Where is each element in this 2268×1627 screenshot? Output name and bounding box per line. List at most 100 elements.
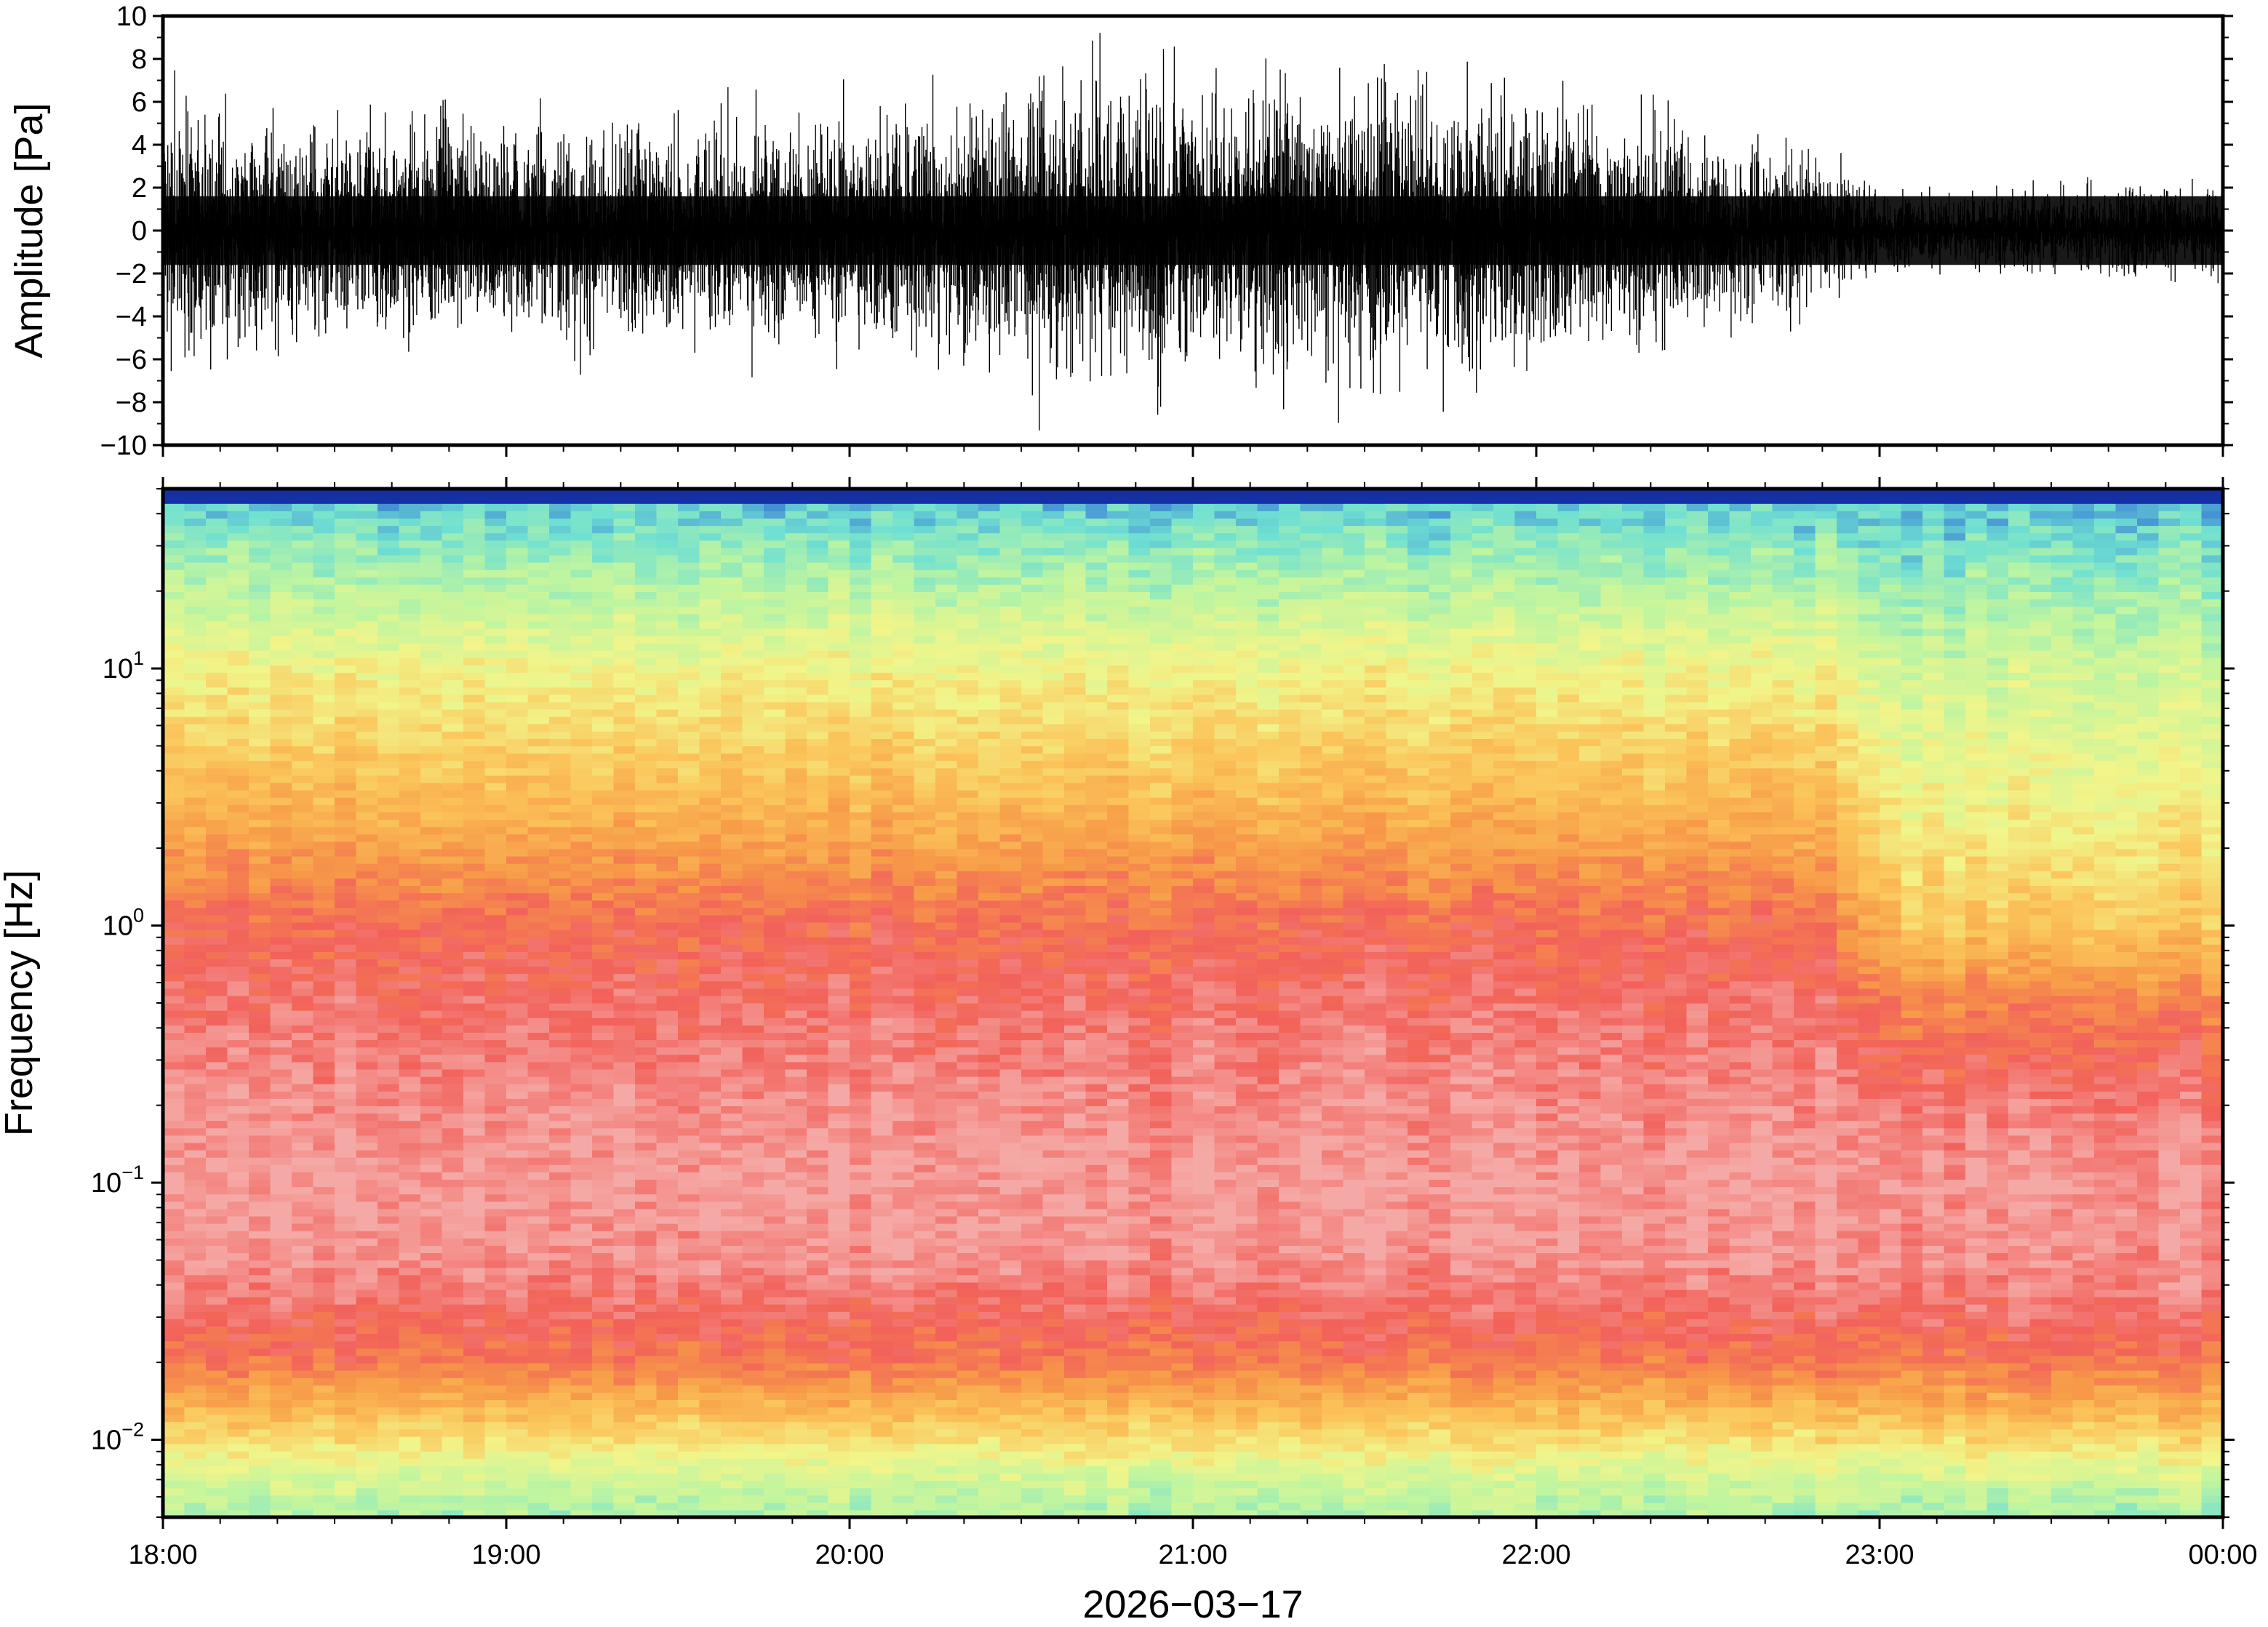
spectrogram-cell xyxy=(549,812,572,820)
spectrogram-cell xyxy=(893,709,915,717)
spectrogram-cell xyxy=(871,1245,893,1253)
spectrogram-cell xyxy=(249,1392,271,1400)
spectrogram-cell xyxy=(399,1495,421,1503)
spectrogram-cell xyxy=(378,1289,400,1298)
spectrogram-cell xyxy=(335,1091,357,1099)
spectrogram-cell xyxy=(356,694,378,703)
spectrogram-cell xyxy=(828,577,850,585)
spectrogram-cell xyxy=(313,819,335,828)
spectrogram-cell xyxy=(785,1362,807,1371)
spectrogram-cell xyxy=(356,672,378,681)
spectrogram-cell xyxy=(313,1142,335,1151)
spectrogram-cell xyxy=(442,1311,464,1319)
spectrogram-cell xyxy=(184,613,207,622)
spectrogram-cell xyxy=(399,1252,421,1261)
spectrogram-cell xyxy=(270,959,292,967)
spectrogram-cell xyxy=(227,1428,249,1437)
spectrogram-cell xyxy=(721,922,743,930)
spectrogram-cell xyxy=(163,1502,185,1511)
spectrogram-cell xyxy=(721,1297,743,1305)
spectrogram-cell xyxy=(163,672,185,681)
spectrogram-cell xyxy=(335,914,357,923)
spectrogram-cell xyxy=(527,547,550,556)
spectrogram-cell xyxy=(850,1392,872,1400)
spectrogram-cell xyxy=(699,584,722,592)
spectrogram-cell xyxy=(484,1201,507,1210)
spectrogram-cell xyxy=(463,790,486,798)
spectrogram-cell xyxy=(335,1340,357,1349)
spectrogram-cell xyxy=(506,1370,529,1378)
spectrogram-cell xyxy=(785,988,807,996)
spectrogram-cell xyxy=(570,1039,593,1048)
spectrogram-cell xyxy=(206,1142,228,1151)
spectrogram-cell xyxy=(506,540,529,548)
spectrogram-cell xyxy=(506,584,529,592)
spectrogram-cell xyxy=(613,636,636,644)
spectrogram-cell xyxy=(206,1385,228,1393)
spectrogram-cell xyxy=(184,716,207,724)
spectrogram-cell xyxy=(871,1282,893,1290)
spectrogram-cell xyxy=(613,1157,636,1165)
spectrogram-cell xyxy=(206,1333,228,1342)
spectrogram-cell xyxy=(678,1473,700,1482)
spectrogram-cell xyxy=(742,1113,764,1122)
spectrogram-cell xyxy=(463,1436,486,1444)
spectrogram-cell xyxy=(420,1231,443,1239)
spectrogram-cell xyxy=(163,907,185,916)
spectrogram-cell xyxy=(292,944,314,952)
spectrogram-cell xyxy=(356,1444,378,1452)
spectrogram-cell xyxy=(270,1010,292,1018)
spectrogram-cell xyxy=(807,1208,829,1217)
spectrogram-cell xyxy=(592,812,615,820)
spectrogram-cell xyxy=(463,1260,486,1268)
spectrogram-cell xyxy=(484,1231,507,1239)
spectrogram-cell xyxy=(270,636,292,644)
spectrogram-cell xyxy=(613,1421,636,1430)
spectrogram-cell xyxy=(249,1172,271,1180)
spectrogram-cell xyxy=(893,1127,915,1136)
spectrogram-cell xyxy=(399,922,421,930)
spectrogram-cell xyxy=(549,620,572,629)
spectrogram-cell xyxy=(249,1010,271,1018)
spectrogram-cell xyxy=(356,922,378,930)
spectrogram-cell xyxy=(313,613,335,622)
spectrogram-cell xyxy=(570,1245,593,1253)
spectrogram-cell xyxy=(313,1186,335,1195)
spectrogram-cell xyxy=(828,1428,850,1437)
spectrogram-cell xyxy=(527,848,550,857)
spectrogram-cell xyxy=(442,577,464,585)
spectrogram-cell xyxy=(184,738,207,747)
spectrogram-cell xyxy=(613,1392,636,1400)
spectrogram-cell xyxy=(356,620,378,629)
spectrogram-cell xyxy=(420,1451,443,1459)
spectrogram-cell xyxy=(356,636,378,644)
spectrogram-cell xyxy=(335,900,357,908)
spectrogram-cell xyxy=(184,1428,207,1437)
spectrogram-cell xyxy=(850,503,872,511)
spectrogram-cell xyxy=(828,944,850,952)
spectrogram-cell xyxy=(356,966,378,975)
spectrogram-cell xyxy=(549,900,572,908)
spectrogram-cell xyxy=(356,1025,378,1033)
spectrogram-cell xyxy=(484,1487,507,1496)
spectrogram-cell xyxy=(656,1106,679,1114)
spectrogram-cell xyxy=(227,1304,249,1312)
spectrogram-cell xyxy=(506,951,529,959)
spectrogram-cell xyxy=(592,966,615,975)
spectrogram-cell xyxy=(463,1414,486,1423)
spectrogram-cell xyxy=(206,562,228,570)
spectrogram-cell xyxy=(828,930,850,938)
spectrogram-cell xyxy=(270,547,292,556)
spectrogram-cell xyxy=(463,988,486,996)
spectrogram-cell xyxy=(914,1319,936,1327)
spectrogram-cell xyxy=(592,1399,615,1408)
spectrogram-cell xyxy=(442,1502,464,1511)
spectrogram-cell xyxy=(635,783,658,791)
spectrogram-cell xyxy=(206,966,228,975)
spectrogram-cell xyxy=(850,1032,872,1041)
spectrogram-cell xyxy=(635,687,658,695)
spectrogram-cell xyxy=(270,1238,292,1246)
spectrogram-cell xyxy=(270,1407,292,1415)
spectrogram-cell xyxy=(871,1076,893,1084)
spectrogram-cell xyxy=(613,753,636,761)
